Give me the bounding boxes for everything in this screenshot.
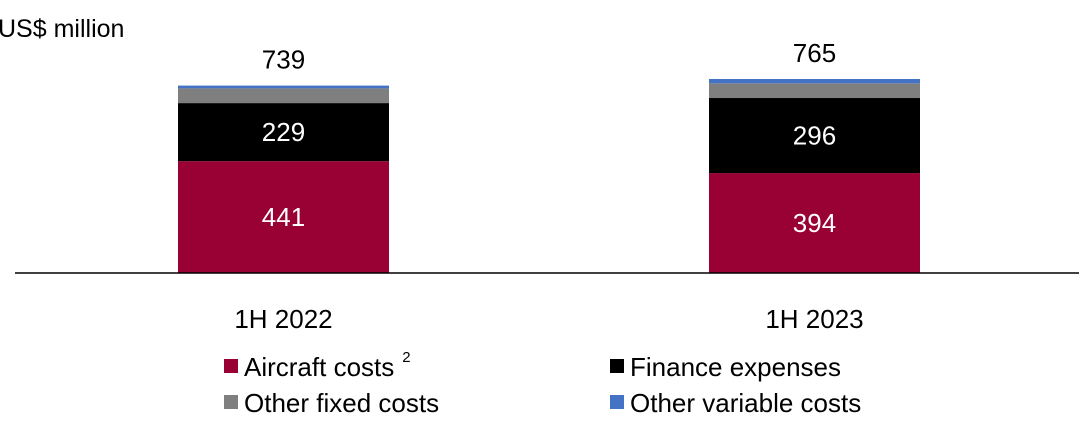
legend-item-aircraft-costs: Aircraft costs 2 xyxy=(224,349,411,382)
legend-swatch-aircraft-costs xyxy=(224,359,238,373)
legend-swatch-other-fixed-costs xyxy=(224,395,238,409)
legend-item-other-variable-costs: Other variable costs xyxy=(610,388,861,418)
bar-other-variable-costs-1h-2023 xyxy=(709,79,920,84)
data-label-finance-expenses-1h-2023: 296 xyxy=(793,121,836,151)
bar-finance-expenses-1h-2023 xyxy=(709,98,920,174)
x-tick-labels: 1H 2022 1H 2023 xyxy=(234,304,863,334)
legend-label-other-variable-costs: Other variable costs xyxy=(630,388,861,418)
legend-label-aircraft-costs: Aircraft costs xyxy=(244,352,394,382)
bar-aircraft-costs-1h-2022 xyxy=(178,161,389,273)
legend-swatch-finance-expenses xyxy=(610,359,624,373)
legend: Aircraft costs 2 Finance expenses Other fix… xyxy=(224,349,861,418)
legend-label-finance-expenses: Finance expenses xyxy=(630,352,841,382)
bar-other-variable-costs-1h-2022 xyxy=(178,85,389,89)
data-label-aircraft-costs-1h-2023: 394 xyxy=(793,208,836,238)
bar-aircraft-costs-1h-2023 xyxy=(709,173,920,273)
bar-other-fixed-costs-1h-2023 xyxy=(709,83,920,99)
legend-label-other-fixed-costs: Other fixed costs xyxy=(244,388,439,418)
legend-item-finance-expenses: Finance expenses xyxy=(610,352,841,382)
legend-superscript-aircraft-costs: 2 xyxy=(402,349,410,366)
bar-other-fixed-costs-1h-2022 xyxy=(178,88,389,104)
total-label-1h-2022: 739 xyxy=(262,45,305,75)
legend-item-other-fixed-costs: Other fixed costs xyxy=(224,388,439,418)
x-tick-label-1h-2022: 1H 2022 xyxy=(234,304,332,334)
data-label-finance-expenses-1h-2022: 229 xyxy=(262,117,305,147)
bars-group: 441 229 739 394 296 765 xyxy=(178,38,920,273)
bar-finance-expenses-1h-2022 xyxy=(178,103,389,162)
unit-label: US$ million xyxy=(0,15,124,43)
data-label-aircraft-costs-1h-2022: 441 xyxy=(262,202,305,232)
total-label-1h-2023: 765 xyxy=(793,38,836,68)
legend-swatch-other-variable-costs xyxy=(610,395,624,409)
x-tick-label-1h-2023: 1H 2023 xyxy=(765,304,863,334)
